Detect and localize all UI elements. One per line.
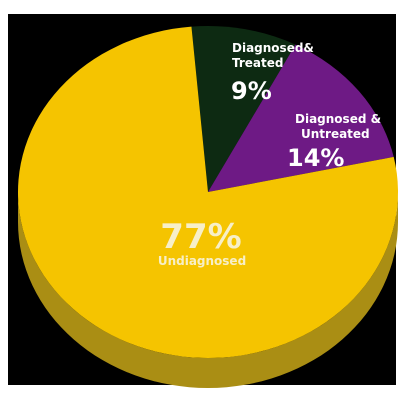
pie-side-band xyxy=(18,192,398,388)
slice-label-treated-line2: Treated xyxy=(232,56,284,70)
slice-label-untreated-line2: Untreated xyxy=(301,127,370,141)
slice-value-treated: 9% xyxy=(231,77,272,105)
pie-labels: Diagnosed&Treated 9% Diagnosed &Untreated 1… xyxy=(158,41,381,268)
pie-slices xyxy=(18,25,398,358)
slice-label-treated-line1: Diagnosed& xyxy=(232,41,314,55)
pie-slice-undiagnosed xyxy=(18,26,398,358)
slice-value-undiagnosed: 77% xyxy=(160,217,241,257)
slice-label-untreated-line1: Diagnosed & xyxy=(295,112,381,126)
pie-3d-side xyxy=(18,192,398,388)
slice-label-undiagnosed: Undiagnosed xyxy=(158,254,246,268)
slice-value-untreated: 14% xyxy=(287,144,344,172)
pie-slice-diagnosed-treated xyxy=(191,25,296,192)
pie-slice-diagnosed-untreated xyxy=(208,44,394,192)
